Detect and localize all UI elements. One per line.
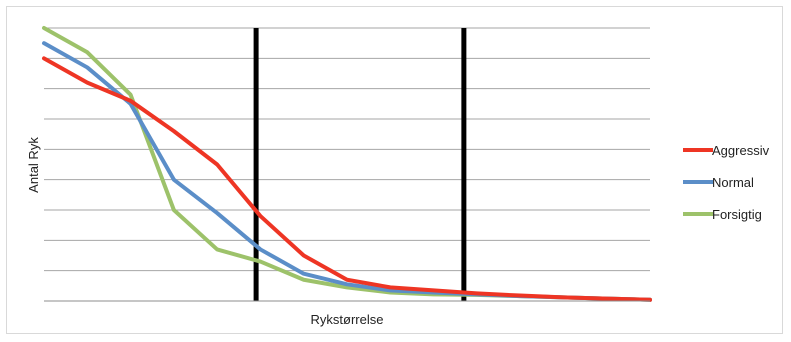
- x-axis-title: Rykstørrelse: [311, 312, 384, 327]
- chart-frame: [6, 6, 783, 334]
- legend-label-normal: Normal: [712, 175, 754, 190]
- series-line-normal: [42, 41, 652, 302]
- legend-label-aggressiv: Aggressiv: [712, 143, 770, 158]
- legend-label-forsigtig: Forsigtig: [712, 207, 762, 222]
- y-axis-title: Antal Ryk: [26, 137, 41, 193]
- series-line-forsigtig: [42, 26, 652, 302]
- grid-lines: [44, 27, 650, 272]
- legend: Aggressiv Normal Forsigtig: [683, 143, 770, 222]
- vertical-markers: [253, 28, 467, 301]
- series-lines: [42, 26, 652, 302]
- series-line-aggressiv: [42, 56, 652, 302]
